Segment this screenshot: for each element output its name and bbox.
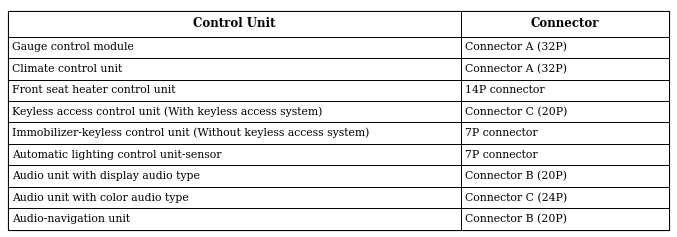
Bar (461, 187, 669, 208)
Bar (8, 79, 461, 101)
Text: Gauge control module: Gauge control module (12, 42, 134, 52)
Bar (461, 79, 669, 101)
Bar (461, 144, 669, 165)
Text: Connector C (24P): Connector C (24P) (465, 192, 567, 203)
Text: 7P connector: 7P connector (465, 150, 538, 160)
Bar (8, 11, 461, 36)
Text: Automatic lighting control unit-sensor: Automatic lighting control unit-sensor (12, 150, 221, 160)
Bar (8, 165, 461, 187)
Text: Connector B (20P): Connector B (20P) (465, 171, 567, 181)
Text: Audio-navigation unit: Audio-navigation unit (12, 214, 130, 224)
Text: Audio unit with color audio type: Audio unit with color audio type (12, 193, 189, 203)
Text: Connector B (20P): Connector B (20P) (465, 214, 567, 224)
Bar (8, 101, 461, 123)
Bar (8, 123, 461, 144)
Bar (8, 58, 461, 79)
Text: Connector C (20P): Connector C (20P) (465, 107, 567, 117)
Bar (461, 101, 669, 123)
Text: Keyless access control unit (With keyless access system): Keyless access control unit (With keyles… (12, 106, 322, 117)
Bar (461, 36, 669, 58)
Text: Connector: Connector (531, 17, 599, 30)
Text: Climate control unit: Climate control unit (12, 64, 123, 74)
Bar (8, 208, 461, 230)
Bar (461, 11, 669, 36)
Bar (8, 36, 461, 58)
Bar (461, 58, 669, 79)
Text: Front seat heater control unit: Front seat heater control unit (12, 85, 176, 95)
Bar (8, 187, 461, 208)
Text: Connector A (32P): Connector A (32P) (465, 42, 567, 52)
Text: Control Unit: Control Unit (193, 17, 276, 30)
Bar (8, 144, 461, 165)
Bar (461, 123, 669, 144)
Text: 7P connector: 7P connector (465, 128, 538, 138)
Bar (461, 165, 669, 187)
Text: Connector A (32P): Connector A (32P) (465, 64, 567, 74)
Text: 14P connector: 14P connector (465, 85, 544, 95)
Text: Immobilizer-keyless control unit (Without keyless access system): Immobilizer-keyless control unit (Withou… (12, 128, 370, 138)
Text: Audio unit with display audio type: Audio unit with display audio type (12, 171, 200, 181)
Bar (461, 208, 669, 230)
